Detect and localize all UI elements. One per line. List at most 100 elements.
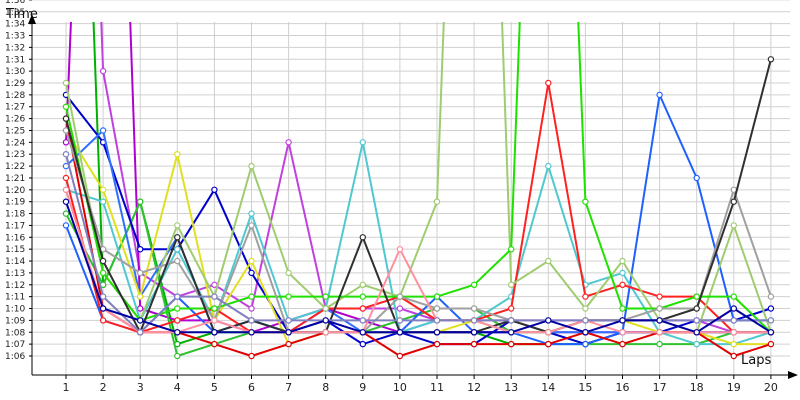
data-point [656,305,663,312]
series-lines [62,22,775,360]
data-point [508,305,515,312]
data-point [62,222,70,229]
data-point [174,329,181,336]
data-point [656,329,663,336]
data-point [359,139,366,146]
data-point [359,281,366,288]
y-tick-label: 1:08 [5,328,25,338]
data-point [470,340,478,348]
series-line [65,118,772,357]
data-point [359,317,366,324]
data-point [545,79,552,87]
data-point [174,317,181,324]
data-point [211,340,218,348]
data-point [693,329,700,336]
data-point [730,329,738,336]
data-point [767,293,775,300]
y-tick-label: 1:14 [5,257,25,267]
data-point [545,257,552,265]
data-point [248,162,255,170]
data-point [62,174,70,182]
y-tick-label: 1:35 [5,8,25,18]
data-point [767,317,775,324]
y-tick-label: 1:28 [5,91,25,101]
data-point [99,293,107,300]
y-tick-label: 1:21 [5,174,25,184]
data-point [211,329,218,336]
data-point [767,329,775,336]
data-point [285,139,292,146]
data-point [211,317,218,324]
data-point [248,210,255,217]
y-tick-label: 1:32 [5,43,25,53]
data-point [545,340,552,348]
x-tick-label: 7 [285,381,292,394]
data-point [693,317,700,324]
y-tick-label: 1:30 [5,67,25,77]
data-point [248,257,255,265]
data-point [433,198,441,205]
data-point [693,293,700,300]
data-point [433,329,441,336]
data-point [396,245,404,253]
data-point [99,317,107,324]
data-point [396,352,404,360]
data-point [174,234,181,241]
data-point [62,103,70,110]
data-point [582,329,589,336]
data-point [322,317,329,324]
data-point [99,269,107,277]
data-point [619,257,626,265]
data-point [174,245,181,253]
data-point [396,317,404,324]
x-tick-label: 20 [764,381,778,394]
data-point [174,305,181,312]
data-point [656,293,663,300]
data-point [730,222,738,229]
y-tick-label: 1:33 [5,32,25,42]
data-point [396,293,404,300]
series-15 [62,56,775,336]
y-tick-label: 1:23 [5,150,25,160]
y-axis-arrow [28,14,36,24]
series-line [65,22,772,334]
data-point [582,293,589,300]
data-point [508,340,515,348]
x-tick-label: 10 [393,381,407,394]
series-line [65,130,772,334]
y-tick-labels: 1:06 1:07 1:08 1:091:10 1:11 1:12 1:13 1:14 1:15… [5,0,32,362]
data-point [730,305,738,312]
data-point [322,305,329,312]
data-point [136,198,144,205]
y-tick-label: 1:10 [5,305,25,315]
data-point [99,198,107,205]
data-point [174,222,181,229]
data-point [248,317,255,324]
y-tick-label: 1:24 [5,138,25,148]
data-point [656,91,663,99]
data-point [62,198,70,205]
series-line [65,93,771,346]
data-point [174,293,181,300]
series-18 [62,198,775,336]
data-point [285,269,292,277]
data-point [174,352,181,360]
data-point [582,317,589,324]
y-tick-label: 1:26 [5,115,25,125]
data-point [619,305,626,312]
y-tick-label: 1:27 [5,103,25,113]
x-tick-label: 15 [578,381,592,394]
data-point [62,139,70,146]
y-axis-title: Time [5,7,38,22]
data-point [359,340,366,348]
data-point [582,305,589,312]
data-point [433,340,441,348]
data-point [211,293,218,300]
data-point [693,174,700,182]
y-tick-label: 1:09 [5,316,25,326]
data-point [136,269,144,277]
data-point [619,269,626,277]
data-point [285,293,292,300]
data-point [730,340,738,348]
